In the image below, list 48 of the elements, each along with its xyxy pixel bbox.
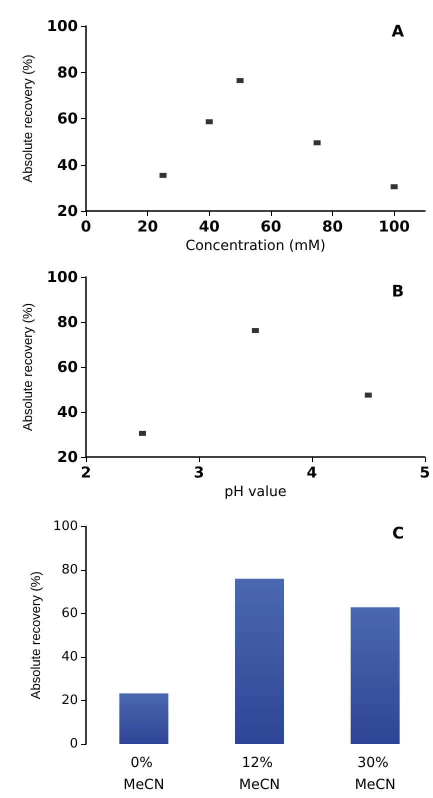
y-tick-label: 100 [46,17,78,35]
y-axis-title: Absolute recovery (%) [20,303,35,431]
bar [235,578,284,744]
x-tick-label: 2 [80,464,92,482]
x-tick-label: 60 [260,218,282,236]
y-tick-label: 20 [61,693,78,708]
point [206,119,213,124]
y-tick-label: 80 [57,313,78,331]
y-tick-label: 80 [61,562,78,578]
y-tick-label: 80 [57,63,78,82]
y-tick-label: 60 [61,606,78,621]
y-tick-label: 20 [57,448,78,466]
y-tick-label: 60 [57,358,78,376]
x-tick-label: 100 [378,218,410,236]
point [160,172,167,178]
point [236,78,244,84]
y-tick-label: 40 [57,156,78,174]
bar [119,693,168,744]
y-tick-label: 100 [53,519,78,534]
y-tick-label: 100 [46,268,78,286]
x-tick-label: 0% MeCN [123,755,164,793]
y-axis-title: Absolute recovery (%) [20,54,35,182]
x-tick-label: 5 [420,464,430,482]
x-axis-title: Concentration (mM) [185,238,326,254]
point [364,392,372,398]
x-axis-title: pH value [224,484,286,500]
y-tick-label: 40 [61,650,78,664]
chart-title: C [392,524,404,542]
x-tick-label: 12% MeCN [239,755,280,793]
x-tick-label: 0 [80,218,92,236]
point [138,430,146,436]
chart-title: B [392,282,404,300]
x-tick-label: 4 [306,464,318,482]
x-tick-label: 30% MeCN [354,755,396,793]
point [252,328,259,334]
y-axis-title: Absolute recovery (%) [28,571,43,700]
chart-title: A [392,22,405,40]
bar [350,607,400,744]
y-tick-label: 40 [57,403,78,421]
point [390,184,398,190]
x-tick-label: 40 [198,218,220,236]
y-tick-label: 60 [57,110,78,128]
x-tick-label: 3 [194,464,204,482]
y-tick-label: 20 [57,202,78,220]
x-tick-label: 80 [322,218,343,236]
point [314,140,321,146]
x-tick-label: 20 [137,218,158,236]
y-tick-label: 0 [70,736,78,752]
